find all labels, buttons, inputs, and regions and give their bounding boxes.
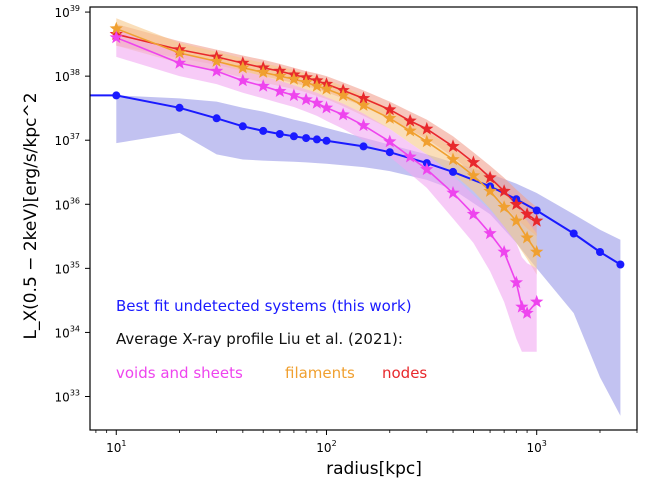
voids-star — [515, 299, 529, 313]
y-tick-label: 1039 — [55, 4, 80, 20]
nodes-star — [483, 170, 497, 184]
filaments-star — [273, 69, 287, 82]
y-axis-label: L_X(0.5 − 2keV)[erg/s/kpc^2 — [21, 92, 41, 339]
filaments-star — [319, 82, 334, 95]
filaments-star — [109, 21, 123, 35]
legend: Best fit undetected systems (this work) … — [116, 297, 427, 382]
filaments-star — [336, 88, 350, 102]
legend-best-fit: Best fit undetected systems (this work) — [116, 297, 412, 315]
best-fit-point — [259, 126, 268, 135]
y-tick-label: 1035 — [55, 260, 80, 276]
plot-frame — [89, 6, 638, 431]
voids-star — [209, 64, 224, 77]
filaments-star — [466, 168, 481, 182]
best-fit-point — [385, 148, 394, 157]
voids-star — [383, 134, 397, 148]
best-fit-point — [359, 142, 368, 151]
filaments-star — [509, 213, 523, 227]
filaments-star — [403, 123, 417, 137]
best-fit-point — [275, 130, 284, 138]
nodes-star — [509, 197, 523, 210]
best-fit-point — [312, 135, 321, 144]
y-tick-label: 1033 — [55, 388, 80, 404]
legend-liu-title: Average X-ray profile Liu et al. (2021): — [116, 330, 403, 348]
y-tick-label: 1036 — [55, 196, 80, 212]
nodes-star — [356, 91, 371, 104]
filaments-star — [172, 46, 187, 59]
nodes-star — [420, 121, 434, 135]
legend-nodes: nodes — [382, 364, 427, 382]
best-fit-point — [596, 248, 604, 256]
voids-star — [336, 107, 350, 121]
voids-star — [466, 207, 481, 220]
voids-star — [109, 30, 123, 44]
best-fit-point — [616, 260, 625, 269]
y-tick-label: 1034 — [55, 324, 80, 340]
voids-star — [236, 73, 250, 87]
filaments-star — [310, 79, 324, 92]
filaments-star — [299, 75, 313, 88]
voids-star — [403, 149, 417, 163]
voids-star — [530, 294, 544, 308]
legend-voids: voids and sheets — [116, 364, 243, 382]
nodes-star — [530, 213, 544, 227]
voids-star — [420, 162, 434, 176]
voids-star — [446, 186, 460, 199]
best-fit-point — [569, 229, 578, 238]
voids-star — [483, 226, 497, 240]
best-fit-point — [302, 134, 311, 143]
x-tick-label: 103 — [527, 439, 547, 455]
best-fit-point — [175, 103, 184, 112]
voids-star — [172, 56, 187, 69]
voids-star — [273, 84, 287, 97]
filaments-star — [497, 200, 511, 213]
y-tick-label: 1037 — [55, 132, 80, 148]
filaments-star — [530, 245, 544, 258]
best-fit-point — [532, 206, 541, 215]
voids-star — [256, 79, 270, 92]
voids-star — [299, 92, 313, 106]
best-fit-point — [322, 136, 331, 145]
filaments-star — [483, 184, 497, 197]
legend-filaments: filaments — [285, 364, 355, 382]
nodes-star — [497, 184, 511, 197]
filaments-line — [116, 27, 538, 253]
filaments-star — [420, 134, 434, 148]
best-fit-point — [449, 167, 457, 176]
nodes-star — [466, 155, 481, 169]
filaments-star — [520, 230, 534, 244]
filaments-star — [256, 65, 270, 78]
filaments-star — [356, 98, 371, 111]
nodes-line — [116, 33, 538, 222]
best-fit-point — [289, 132, 298, 141]
markers-layer — [109, 21, 625, 319]
filaments-star — [209, 54, 224, 67]
best-fit-point — [238, 122, 247, 131]
x-axis: 101 102 103 — [95, 430, 638, 455]
voids-star — [520, 306, 534, 319]
voids-star — [509, 275, 523, 289]
x-tick-label: 102 — [316, 439, 336, 455]
bands-layer — [116, 18, 621, 416]
best-fit-point — [112, 91, 121, 100]
voids-star — [310, 96, 324, 109]
y-tick-label: 1038 — [55, 68, 80, 84]
nodes-star — [403, 113, 417, 127]
voids-star — [319, 100, 334, 114]
voids-star — [497, 245, 511, 258]
filaments-star — [236, 60, 250, 74]
y-axis: 1033 1034 1035 1036 1037 1038 1039 — [55, 4, 90, 404]
filaments-star — [446, 152, 460, 166]
nodes-star — [383, 102, 397, 116]
x-tick-label: 101 — [106, 439, 126, 455]
x-axis-label: radius[kpc] — [326, 459, 422, 479]
nodes-star — [520, 207, 534, 220]
nodes-star — [446, 139, 460, 153]
voids-star — [356, 118, 371, 132]
voids-star — [287, 88, 301, 102]
best-fit-point — [212, 114, 221, 123]
filaments-star — [383, 111, 397, 124]
filaments-star — [287, 72, 301, 85]
